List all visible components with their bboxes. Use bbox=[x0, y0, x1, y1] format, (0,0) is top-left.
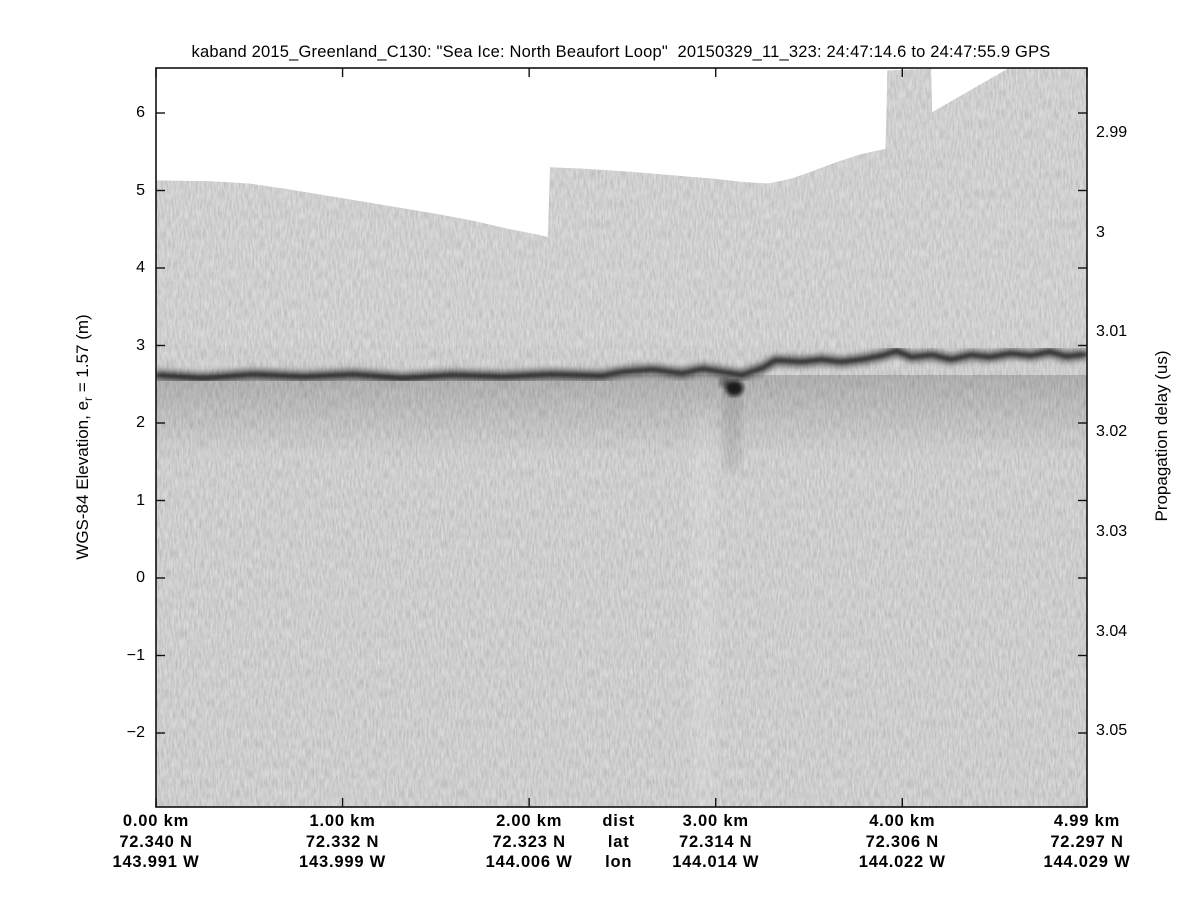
y-left-label-text-2: = 1.57 (m) bbox=[72, 314, 92, 397]
y-left-tick-label: 2 bbox=[136, 414, 145, 431]
x-tick-lon: 144.029 W bbox=[1043, 853, 1131, 871]
y-left-label-subscript: r bbox=[81, 396, 96, 401]
x-tick-column: 1.00 km 72.332 N 143.999 W bbox=[268, 811, 418, 873]
y-left-tick-label: 0 bbox=[136, 569, 145, 586]
x-tick-column: 2.00 km 72.323 N 144.006 W bbox=[454, 811, 604, 873]
plot-border bbox=[155, 67, 1088, 808]
x-tick-lon: 144.014 W bbox=[672, 853, 760, 871]
x-tick-dist: 4.00 km bbox=[869, 812, 936, 830]
y-left-tick-label: 6 bbox=[136, 104, 145, 121]
x-tick-dist: 2.00 km bbox=[496, 812, 563, 830]
y-left-tick-label: 5 bbox=[136, 181, 145, 199]
x-row-legend: dist lat lon bbox=[579, 811, 659, 873]
x-tick-dist: 0.00 km bbox=[122, 812, 190, 830]
x-tick-lat: 72.332 N bbox=[305, 832, 380, 851]
y-right-tick-label: 3.05 bbox=[1096, 722, 1128, 740]
x-tick-dist: 3.00 km bbox=[682, 812, 749, 830]
y-axis-label-right: Propagation delay (us) bbox=[1152, 350, 1171, 522]
y-left-tick-label: −2 bbox=[126, 724, 145, 741]
strong-return-blob bbox=[725, 380, 744, 397]
x-tick-lat: 72.323 N bbox=[492, 832, 566, 851]
band-fade bbox=[156, 374, 1087, 457]
echogram-data-layer bbox=[156, 68, 1087, 807]
x-tick-lon: 144.006 W bbox=[485, 853, 573, 871]
x-tick-lon: 144.022 W bbox=[858, 853, 946, 871]
x-tick-column: 4.99 km 72.297 N 144.029 W bbox=[1012, 811, 1162, 873]
y-right-tick-label: 3.03 bbox=[1096, 522, 1128, 540]
y-right-tick-label: 3 bbox=[1096, 223, 1105, 241]
y-left-tick-label: 4 bbox=[136, 259, 145, 276]
x-tick-column: 3.00 km 72.314 N 144.014 W bbox=[641, 811, 791, 873]
dark-column bbox=[723, 384, 742, 470]
plot-frame bbox=[155, 67, 1088, 808]
y-right-tick-label: 2.99 bbox=[1096, 124, 1128, 141]
x-tick-dist: 4.99 km bbox=[1053, 812, 1121, 830]
y-right-tick-label: 3.01 bbox=[1096, 323, 1128, 341]
y-left-tick-label: −1 bbox=[126, 646, 145, 664]
x-legend-lat: lat bbox=[607, 832, 630, 851]
light-column bbox=[691, 407, 716, 807]
x-tick-column: 0.00 km 72.340 N 143.991 W bbox=[81, 811, 231, 873]
x-tick-lat: 72.306 N bbox=[865, 832, 939, 851]
no-data-sky bbox=[156, 68, 1087, 237]
x-legend-lon: lon bbox=[605, 853, 633, 871]
x-tick-lat: 72.297 N bbox=[1050, 832, 1124, 851]
x-tick-lat: 72.340 N bbox=[119, 832, 193, 851]
x-legend-dist: dist bbox=[602, 812, 635, 830]
x-tick-lat: 72.314 N bbox=[679, 832, 753, 851]
x-tick-lon: 143.991 W bbox=[112, 853, 200, 871]
y-left-tick-label: 3 bbox=[136, 336, 145, 354]
x-tick-dist: 1.00 km bbox=[309, 812, 376, 830]
x-tick-lon: 143.999 W bbox=[299, 853, 387, 871]
y-right-tick-label: 3.02 bbox=[1096, 423, 1128, 441]
x-tick-column: 4.00 km 72.306 N 144.022 W bbox=[827, 811, 977, 873]
y-left-tick-label: 1 bbox=[136, 491, 145, 509]
y-right-tick-label: 3.04 bbox=[1096, 622, 1128, 640]
chart-title: kaband 2015_Greenland_C130: "Sea Ice: No… bbox=[191, 43, 1051, 61]
